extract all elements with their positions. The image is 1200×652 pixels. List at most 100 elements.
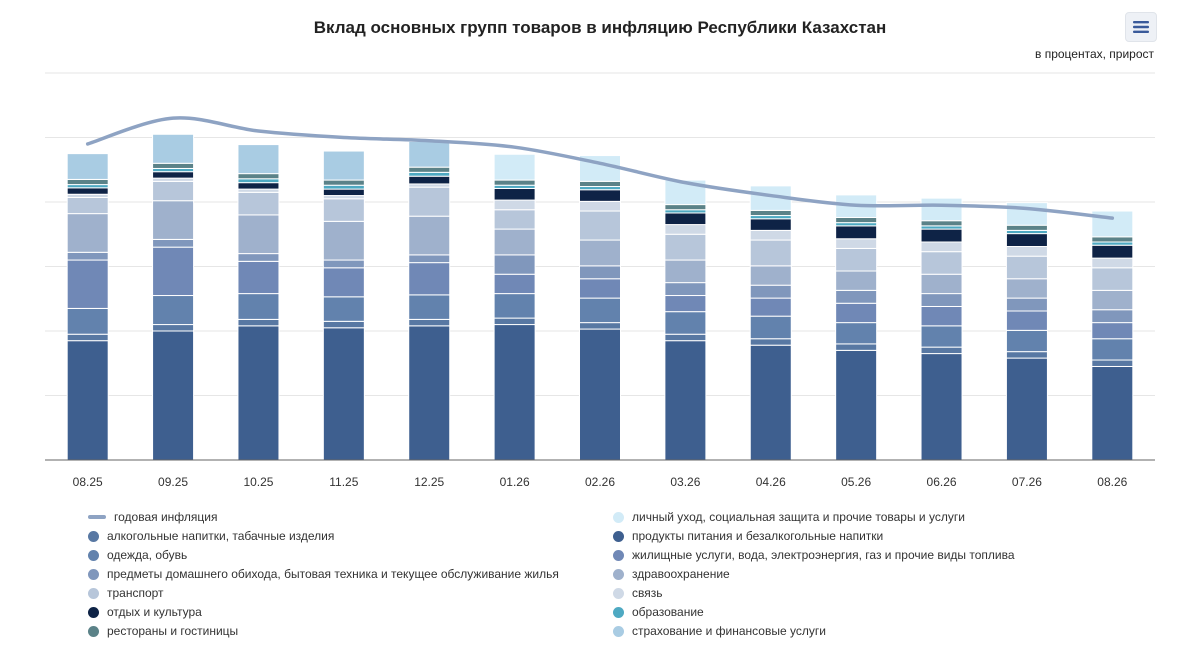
bar-segment[interactable] (1091, 365, 1134, 461)
bar-segment[interactable] (749, 239, 792, 267)
bar-segment[interactable] (920, 241, 963, 253)
bar-segment[interactable] (493, 179, 536, 186)
bar-segment[interactable] (237, 293, 280, 320)
bar-segment[interactable] (579, 297, 621, 324)
bar-segment[interactable] (664, 333, 707, 342)
bar-segment[interactable] (920, 228, 963, 243)
legend-item[interactable]: предметы домашнего обихода, бытовая техн… (88, 565, 559, 583)
bar-segment[interactable] (322, 150, 365, 181)
legend-item[interactable]: алкогольные напитки, табачные изделия (88, 527, 334, 545)
legend-item[interactable]: жилищные услуги, вода, электроэнергия, г… (613, 546, 1015, 564)
bar-segment[interactable] (920, 251, 963, 275)
bar-segment[interactable] (579, 200, 621, 212)
bar-segment[interactable] (493, 317, 536, 326)
bar-segment[interactable] (237, 173, 280, 180)
bar-segment[interactable] (152, 238, 195, 248)
bar-segment[interactable] (237, 214, 280, 255)
bar-segment[interactable] (152, 180, 195, 202)
bar-segment[interactable] (408, 215, 451, 256)
bar-segment[interactable] (1091, 289, 1134, 311)
bar-segment[interactable] (1091, 236, 1134, 243)
bar-segment[interactable] (749, 209, 792, 217)
bar-segment[interactable] (664, 212, 707, 226)
bar-segment[interactable] (1005, 233, 1048, 248)
bar-segment[interactable] (66, 153, 109, 180)
bar-segment[interactable] (579, 239, 621, 267)
legend-item[interactable]: образование (613, 603, 704, 621)
bar-segment[interactable] (322, 320, 365, 329)
bar-segment[interactable] (579, 189, 621, 202)
bar-segment[interactable] (1091, 359, 1134, 367)
bar-segment[interactable] (152, 200, 195, 240)
bar-segment[interactable] (920, 325, 963, 348)
inflation-line[interactable] (85, 116, 1115, 220)
bar-segment[interactable] (408, 325, 451, 461)
bar-segment[interactable] (579, 210, 621, 241)
bar-segment[interactable] (322, 198, 365, 222)
bar-segment[interactable] (1005, 278, 1048, 299)
bar-segment[interactable] (749, 338, 792, 346)
bar-segment[interactable] (66, 307, 109, 335)
bar-segment[interactable] (1005, 246, 1048, 257)
bar-segment[interactable] (920, 353, 963, 461)
bar-segment[interactable] (664, 311, 707, 335)
bar-segment[interactable] (579, 322, 621, 330)
bar-segment[interactable] (579, 278, 621, 299)
legend-item[interactable]: одежда, обувь (88, 546, 187, 564)
bar-segment[interactable] (408, 175, 451, 185)
legend-item[interactable]: личный уход, социальная защита и прочие … (613, 508, 965, 526)
bar-segment[interactable] (66, 259, 109, 309)
bar-segment[interactable] (920, 305, 963, 327)
bar-segment[interactable] (322, 267, 365, 298)
bar-segment[interactable] (835, 247, 878, 272)
bar-segment[interactable] (1091, 322, 1134, 340)
bar-segment[interactable] (579, 328, 621, 461)
legend-item[interactable]: отдых и культура (88, 603, 202, 621)
bar-segment[interactable] (835, 216, 878, 224)
bar-segment[interactable] (579, 180, 621, 188)
bar-segment[interactable] (664, 224, 707, 235)
bar-segment[interactable] (1005, 310, 1048, 331)
bar-segment[interactable] (1005, 329, 1048, 353)
bar-segment[interactable] (664, 295, 707, 313)
bar-segment[interactable] (920, 273, 963, 295)
bar-segment[interactable] (835, 349, 878, 461)
bar-segment[interactable] (664, 204, 707, 211)
legend-item[interactable]: рестораны и гостиницы (88, 622, 238, 640)
bar-segment[interactable] (749, 265, 792, 286)
bar-segment[interactable] (493, 324, 536, 461)
bar-segment[interactable] (152, 171, 195, 179)
legend-item[interactable]: связь (613, 584, 663, 602)
bar-segment[interactable] (66, 251, 109, 261)
bar-segment[interactable] (493, 228, 536, 256)
bar-segment[interactable] (408, 254, 451, 264)
bar-segment[interactable] (1005, 297, 1048, 312)
bar-segment[interactable] (493, 209, 536, 230)
bar-segment[interactable] (1005, 255, 1048, 280)
bar-segment[interactable] (322, 188, 365, 197)
bar-segment[interactable] (408, 166, 451, 173)
bar-segment[interactable] (835, 225, 878, 240)
bar-segment[interactable] (1005, 351, 1048, 359)
bar-segment[interactable] (237, 182, 280, 190)
bar-segment[interactable] (920, 293, 963, 307)
bar-segment[interactable] (152, 295, 195, 326)
bar-segment[interactable] (749, 315, 792, 340)
bar-segment[interactable] (66, 196, 109, 215)
legend-item[interactable]: транспорт (88, 584, 164, 602)
bar-segment[interactable] (1005, 224, 1048, 231)
bar-segment[interactable] (408, 171, 451, 177)
bar-segment[interactable] (835, 270, 878, 291)
bar-segment[interactable] (664, 259, 707, 284)
bar-segment[interactable] (1091, 257, 1134, 269)
bar-segment[interactable] (493, 153, 536, 181)
bar-segment[interactable] (920, 346, 963, 355)
bar-segment[interactable] (237, 318, 280, 327)
bar-segment[interactable] (664, 233, 707, 261)
bar-segment[interactable] (920, 197, 963, 222)
bar-segment[interactable] (1005, 357, 1048, 461)
bar-segment[interactable] (749, 344, 792, 461)
bar-segment[interactable] (66, 178, 109, 186)
bar-segment[interactable] (664, 340, 707, 461)
legend-item[interactable]: здравоохранение (613, 565, 730, 583)
